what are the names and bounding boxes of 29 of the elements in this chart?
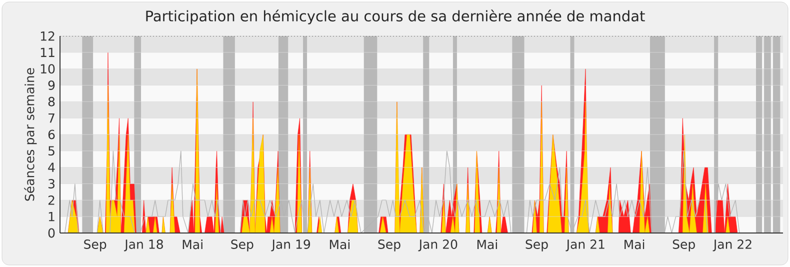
x-tick-label: Jan 20 (418, 240, 458, 252)
y-tick-label: 6 (48, 130, 55, 140)
x-tick-label: Mai (330, 240, 350, 250)
x-tick-label: Sep (231, 240, 254, 252)
x-tick-label: Sep (526, 240, 548, 252)
y-tick-label: 5 (48, 146, 54, 156)
x-tick-label: Sep (672, 240, 695, 252)
y-tick-label: 2 (48, 196, 54, 205)
x-tick-label: Jan 19 (271, 240, 310, 252)
x-tick-label: Jan 21 (566, 240, 604, 252)
x-tick-label: Jan 22 (712, 240, 752, 252)
y-axis-title: Séances par semaine (24, 68, 37, 201)
y-tick-label: 9 (48, 80, 55, 90)
y-tick-label: 8 (48, 96, 55, 106)
y-tick-label: 10 (40, 64, 55, 74)
y-tick-label: 7 (48, 114, 54, 123)
y-tick-label: 1 (48, 212, 54, 222)
x-tick-label: Mai (477, 240, 497, 250)
y-tick-label: 12 (40, 31, 54, 41)
x-tick-label: Jan 18 (124, 240, 163, 252)
y-tick-label: 11 (40, 48, 54, 57)
x-tick-label: Sep (84, 240, 106, 252)
x-tick-label: Mai (624, 240, 644, 250)
x-tick-label: Mai (182, 240, 202, 250)
x-tick-label: Sep (378, 240, 400, 252)
y-tick-label: 4 (48, 162, 55, 172)
y-tick-label: 0 (48, 228, 55, 238)
y-tick-label: 3 (48, 179, 54, 188)
chart-title: Participation en hémicycle au cours de sa dernière année de mandat (146, 10, 645, 24)
